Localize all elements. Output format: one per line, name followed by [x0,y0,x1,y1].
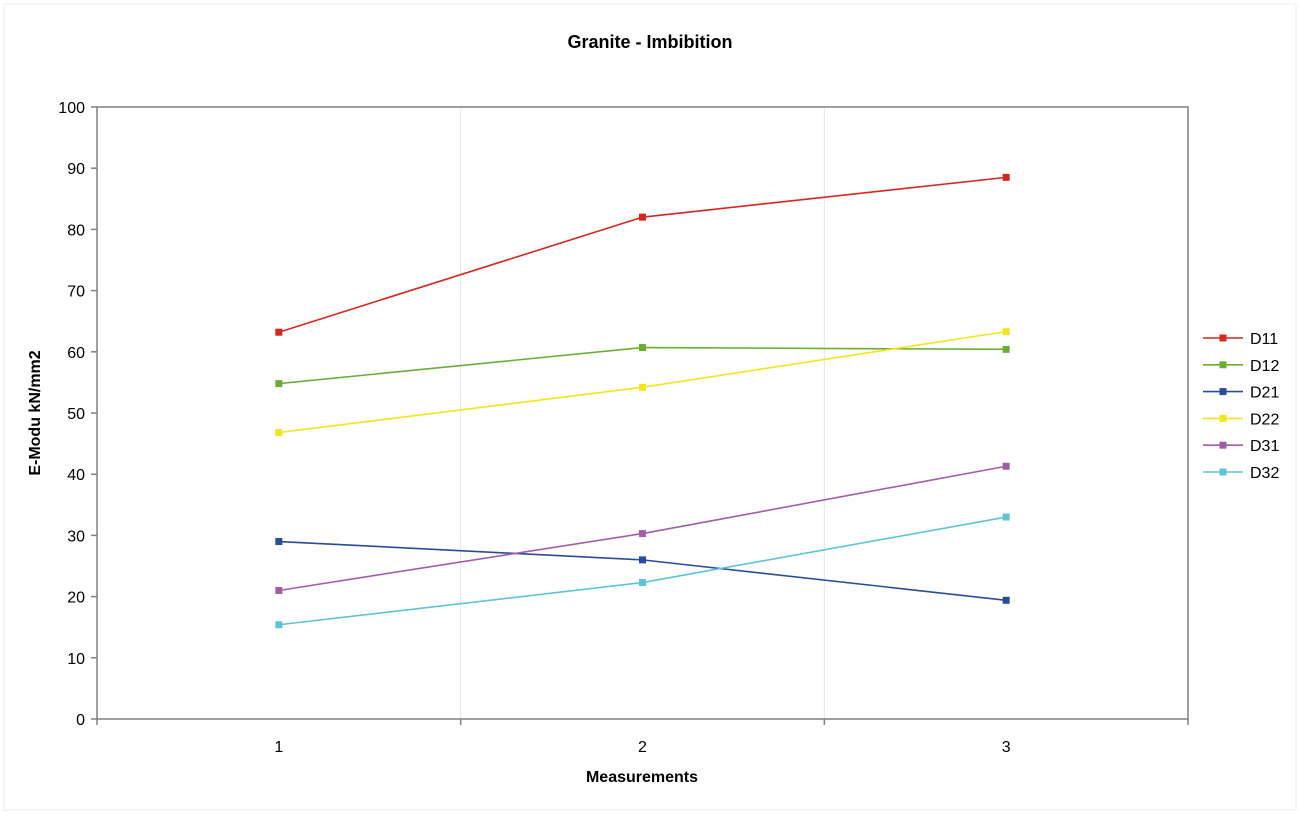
data-point [275,586,283,594]
legend-marker [1219,414,1227,422]
legend-item-d11: D11 [1203,331,1278,348]
series-d32 [275,513,1010,629]
y-tick-label: 100 [58,100,85,117]
data-point [275,538,283,546]
legend-item-d22: D22 [1203,411,1279,428]
y-tick-label: 90 [67,161,85,178]
data-point [639,530,646,538]
series-d31 [275,462,1010,594]
gridlines [460,108,825,718]
data-point [275,380,283,388]
plot-area [96,106,1189,720]
data-point [639,344,646,352]
y-tick-label: 50 [67,406,85,423]
x-axis-title: Measurements [586,769,698,786]
y-tick-label: 10 [67,651,85,668]
data-point [639,556,646,564]
legend-marker [1219,361,1227,369]
legend-label: D32 [1250,465,1279,482]
chart-title: Granite - Imbibition [568,32,733,52]
legend-item-d12: D12 [1203,358,1279,375]
data-point [275,621,283,629]
legend-marker [1219,441,1227,449]
series-d12 [275,344,1010,388]
series-d21 [275,538,1010,604]
y-tick-label: 20 [67,590,85,607]
legend-item-d21: D21 [1203,385,1279,402]
y-tick-label: 0 [76,712,85,729]
legend-marker [1219,388,1227,396]
legend-marker [1219,334,1227,342]
data-point [639,213,646,221]
x-tick-label: 2 [638,739,647,756]
y-tick-label: 30 [67,528,85,545]
data-point [639,383,646,391]
y-axis-title: E-Modu kN/mm2 [27,350,44,475]
data-point [275,429,283,437]
series-d22 [275,328,1010,437]
data-point [1002,462,1010,470]
legend: D11 D12 D21 D22 D31 D32 [1203,331,1279,482]
axes: 0 10 20 30 40 50 60 70 80 90 100 1 2 3 [58,100,1189,756]
legend-label: D21 [1250,385,1279,402]
data-point [639,579,646,587]
legend-label: D11 [1250,331,1278,348]
y-tick-label: 60 [67,345,85,362]
series-group [275,173,1010,629]
series-d11 [275,173,1010,336]
data-point [1002,328,1010,336]
legend-item-d31: D31 [1203,438,1279,455]
data-point [1002,596,1010,604]
legend-marker [1219,468,1227,476]
y-tick-label: 80 [67,222,85,239]
data-point [275,328,283,336]
data-point [1002,345,1010,353]
data-point [1002,513,1010,521]
data-point [1002,173,1010,181]
y-tick-label: 70 [67,284,85,301]
legend-label: D22 [1250,411,1279,428]
x-tick-label: 3 [1002,739,1011,756]
legend-item-d32: D32 [1203,465,1279,482]
legend-label: D31 [1250,438,1279,455]
y-tick-label: 40 [67,467,85,484]
x-tick-label: 1 [274,739,283,756]
legend-label: D12 [1250,358,1279,375]
